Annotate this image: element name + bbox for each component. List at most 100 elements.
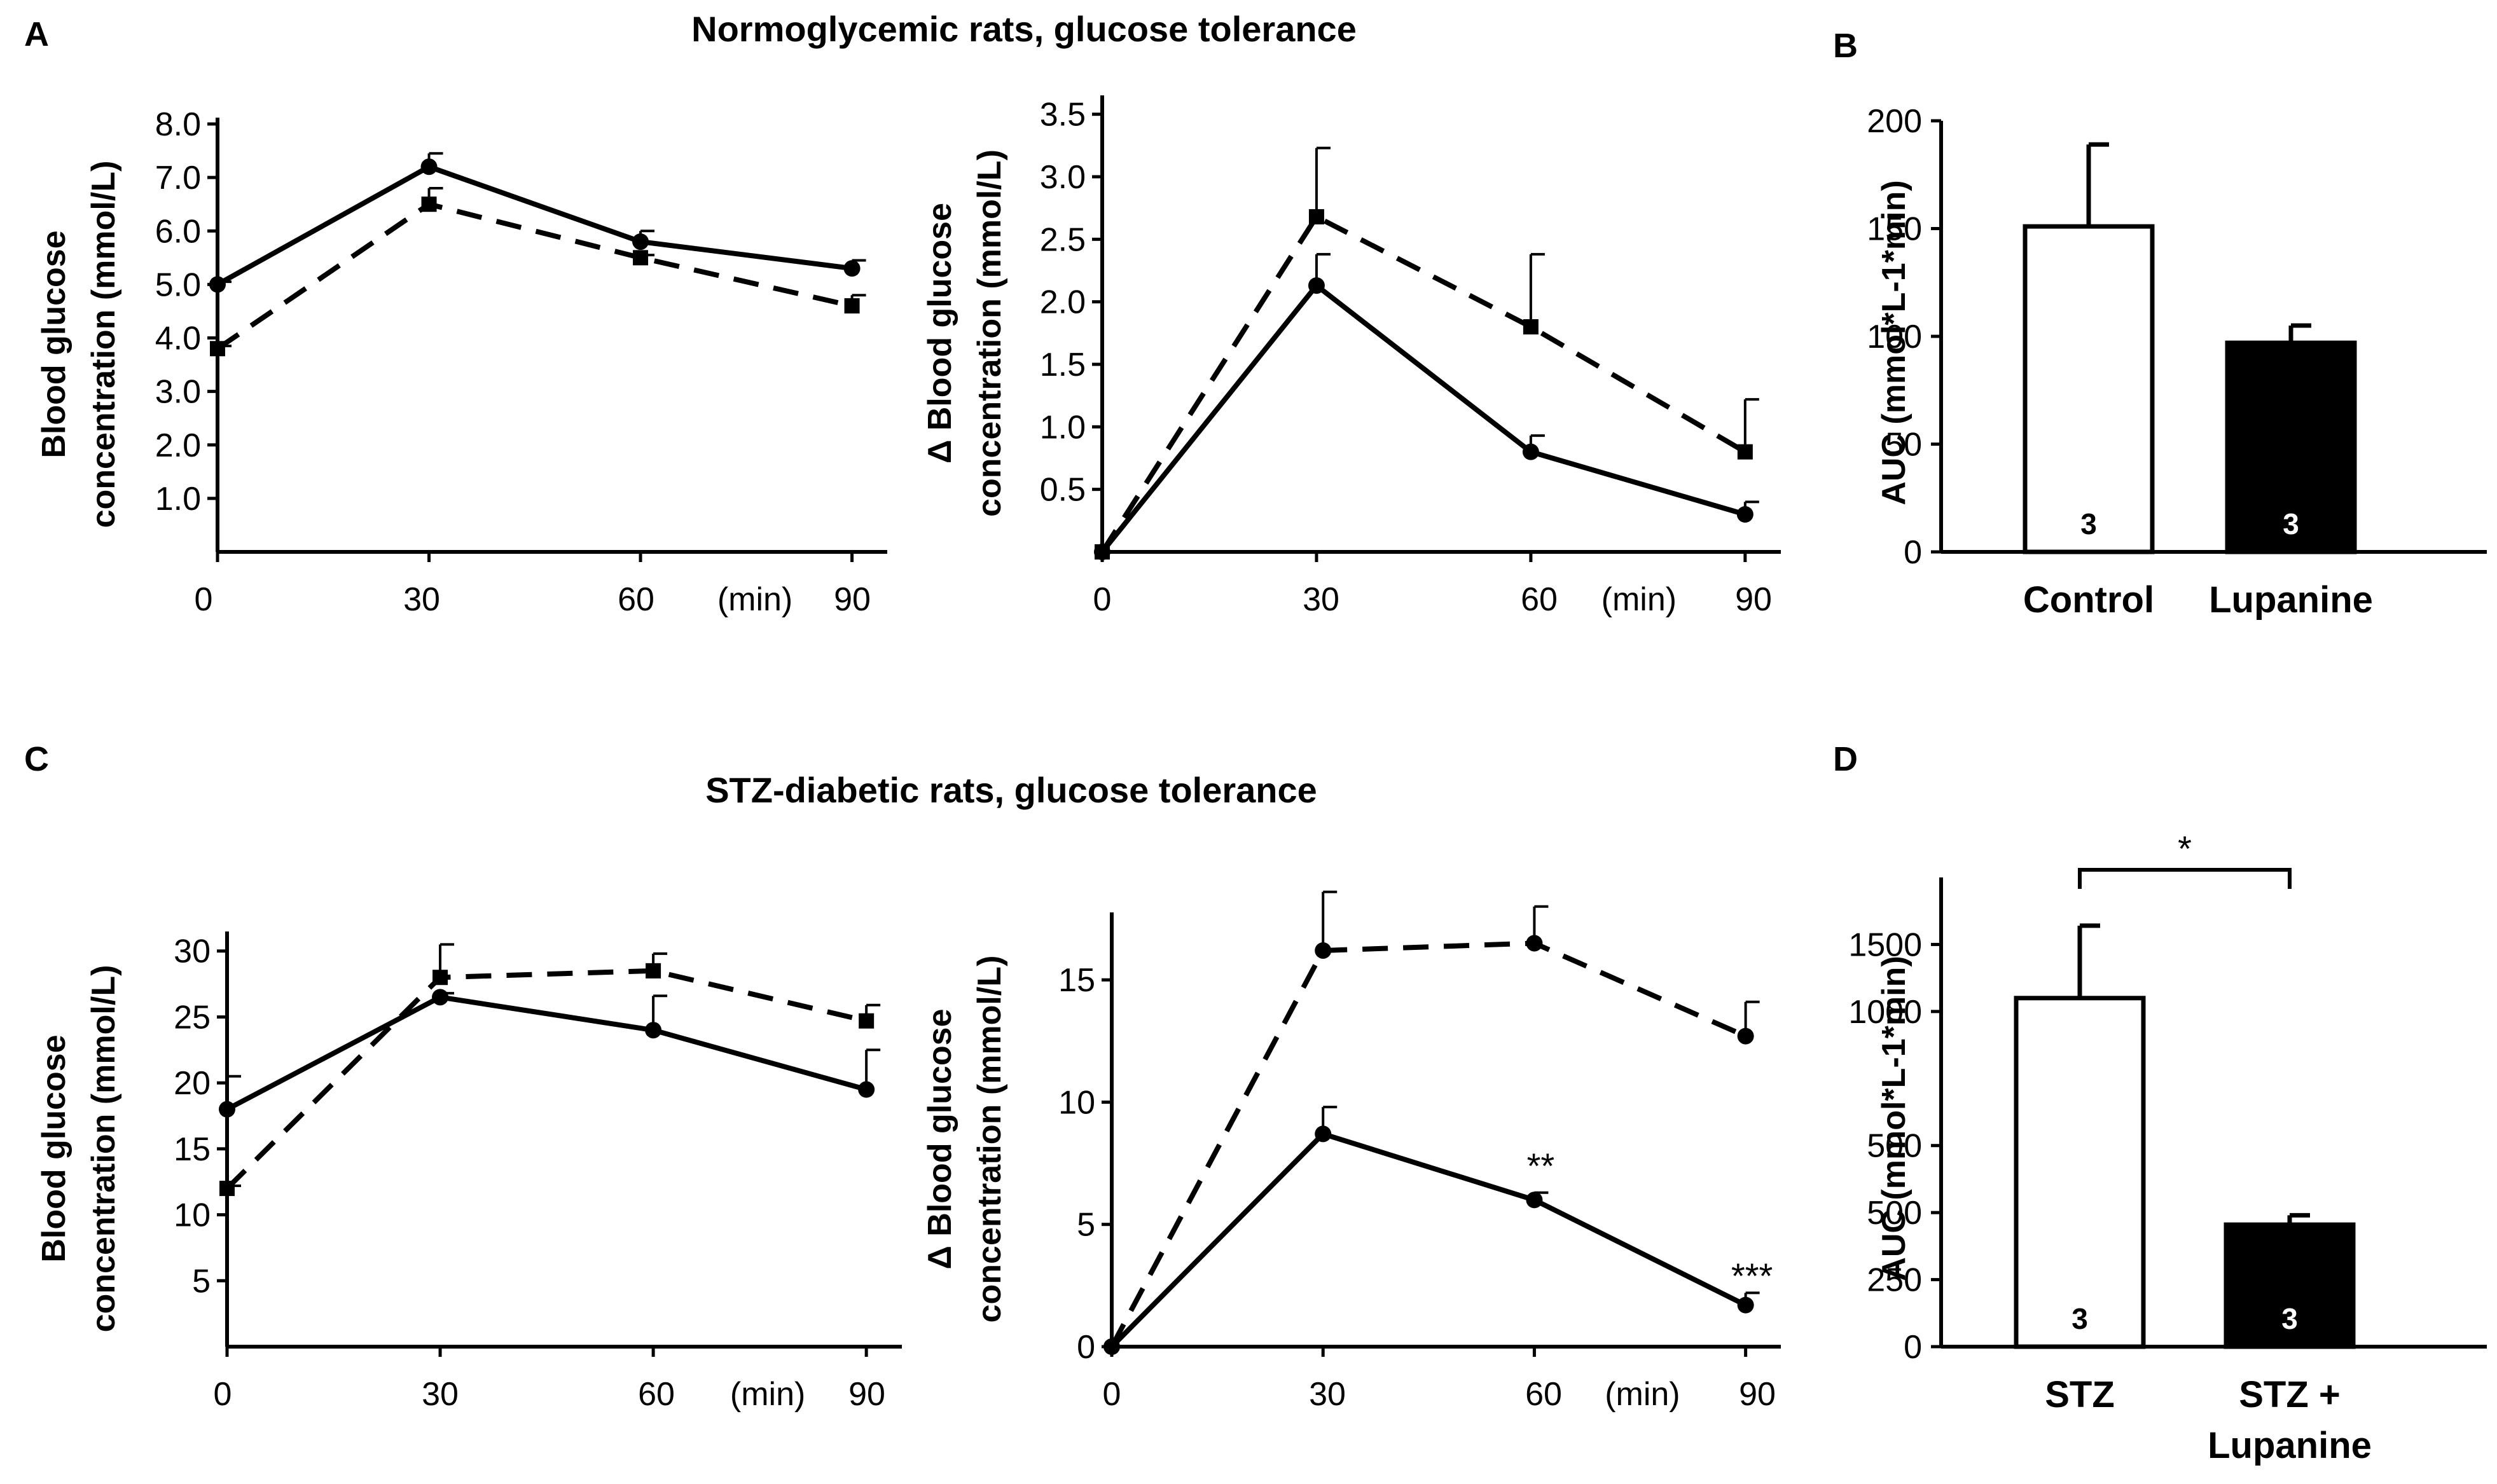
series-line-dashed (1100, 213, 1747, 554)
data-point-dashed (432, 970, 448, 986)
y-tick-label: 8.0 (155, 106, 201, 143)
y-tick-label: 200 (1867, 103, 1922, 140)
y-tick-label: 1.5 (1040, 347, 1086, 383)
title-normoglycemic: Normoglycemic rats, glucose tolerance (691, 9, 1357, 49)
y-axis-label-line1: Blood glucose (36, 1034, 73, 1262)
data-point-dashed (1308, 209, 1324, 224)
y-tick-label: 2.5 (1040, 221, 1086, 258)
x-tick-label: 30 (422, 1376, 459, 1413)
x-tick-label: 0 (214, 1376, 232, 1413)
x-unit-label: (min) (1601, 581, 1677, 618)
x-tick-label: 60 (638, 1376, 675, 1413)
series-line-dashed (216, 201, 853, 351)
x-tick-label: 90 (848, 1376, 885, 1413)
data-point-dashed (646, 963, 661, 979)
y-tick-label: 7.0 (155, 160, 201, 196)
data-point-dashed (219, 1181, 235, 1197)
bar-n-label: 3 (2283, 507, 2299, 540)
data-point-solid (219, 1101, 235, 1118)
y-axis-label-line2: concentration (mmol/L) (85, 161, 122, 528)
panel-letter-d: D (1833, 740, 1858, 778)
y-tick-label: 6.0 (155, 213, 201, 250)
data-point-solid (1315, 1125, 1332, 1143)
x-tick-label: 60 (618, 581, 654, 618)
data-point-dashed (1737, 1027, 1754, 1045)
y-tick-label: 0.5 (1040, 472, 1086, 509)
x-tick-label: 60 (1521, 581, 1558, 618)
y-tick-label: 5.0 (155, 266, 201, 303)
y-tick-label: 1.0 (155, 481, 201, 518)
y-tick-label: 500 (1867, 1195, 1922, 1232)
y-tick-label: 10 (1058, 1084, 1095, 1121)
y-axis-label-line2: concentration (mmol/L) (971, 956, 1008, 1323)
y-tick-label: 500 (1867, 1128, 1922, 1165)
data-point-dashed (1523, 319, 1539, 334)
data-point-dashed (210, 341, 225, 357)
series-line-dashed (225, 968, 868, 1190)
category-label: Lupanine (2208, 1425, 2372, 1466)
y-tick-label: 50 (1885, 427, 1922, 464)
bar-1 (2014, 996, 2146, 1349)
panel-letter-a: A (24, 15, 49, 53)
panel-letter-b: B (1833, 27, 1858, 65)
y-tick-label: 4.0 (155, 320, 201, 357)
x-tick-label: 90 (1739, 1376, 1776, 1413)
y-axis-label: AUC (mmol*L-1*min) (1876, 956, 1913, 1281)
plot-A1: 1.0 2.0 3.0 4.0 5.0 6.0 7.0 8.0 0 30 60 90 (min) Bloo… (36, 106, 887, 618)
data-point-solid (432, 989, 449, 1006)
significance-annotation: *** (1731, 1256, 1773, 1296)
y-tick-label: 3.0 (1040, 159, 1086, 196)
y-tick-label: 25 (174, 999, 211, 1036)
data-point-solid (209, 276, 226, 293)
y-tick-label: 100 (1867, 319, 1922, 355)
x-tick-label: 60 (1525, 1376, 1562, 1413)
y-axis-label-line2: concentration (mmol/L) (85, 965, 122, 1333)
bar-n-label: 3 (2072, 1302, 2088, 1335)
data-point-dashed (1095, 544, 1110, 560)
data-point-dashed (421, 196, 437, 212)
y-tick-label: 0 (1077, 1329, 1095, 1366)
data-point-solid (1308, 277, 1325, 294)
series-line-solid (1100, 282, 1746, 554)
category-label: STZ + (2239, 1374, 2341, 1415)
x-tick-label: 30 (1303, 581, 1339, 618)
bar-2 (2224, 1222, 2356, 1349)
series-line-dashed (1109, 940, 1747, 1348)
y-tick-label: 1500 (1848, 926, 1922, 963)
y-axis-label-line2: concentration (mmol/L) (971, 149, 1008, 517)
y-tick-label: 0 (1904, 1329, 1922, 1366)
plot-A2: 0.5 1.0 1.5 2.0 2.5 3.0 3.5 0 30 60 90 (min) Δ Blood… (922, 95, 1781, 618)
y-tick-label: 15 (174, 1131, 211, 1168)
data-point-dashed (1526, 935, 1543, 952)
data-point-dashed (1315, 942, 1332, 959)
y-tick-label: 3.0 (155, 374, 201, 411)
data-point-solid (858, 1081, 875, 1098)
y-tick-label: 150 (1867, 211, 1922, 248)
y-axis-label-line1: Δ Blood glucose (922, 203, 958, 464)
plot-C1: 5 10 15 20 25 30 0 30 60 90 (min) Blood glucose conc… (36, 931, 902, 1413)
y-tick-label: 10 (174, 1197, 211, 1234)
title-stz-diabetic: STZ-diabetic rats, glucose tolerance (705, 770, 1317, 810)
category-label: Control (2023, 579, 2154, 621)
series-line-solid (216, 163, 853, 287)
x-tick-label: 30 (403, 581, 440, 618)
data-point-solid (645, 1022, 662, 1039)
y-tick-label: 250 (1867, 1262, 1922, 1299)
x-unit-label: (min) (717, 581, 792, 618)
data-point-solid (843, 260, 861, 277)
y-tick-label: 15 (1058, 962, 1095, 999)
panel-letter-c: C (24, 740, 49, 778)
x-tick-label: 0 (1103, 1376, 1121, 1413)
plot-B: 0 50 100 150 200 AUC (mmol*L-1*min) 3 Control 3 L… (1867, 103, 2487, 621)
bar-2 (2225, 340, 2357, 554)
data-point-solid (1526, 1192, 1543, 1209)
x-tick-label: 0 (195, 581, 213, 618)
significance-star: * (2178, 828, 2192, 869)
y-tick-label: 0 (1904, 534, 1922, 571)
category-label: Lupanine (2209, 579, 2373, 621)
x-tick-label: 90 (1735, 581, 1772, 618)
data-point-solid (1737, 1296, 1754, 1314)
significance-bracket (2078, 868, 2292, 889)
data-point-dashed (1103, 1338, 1120, 1355)
